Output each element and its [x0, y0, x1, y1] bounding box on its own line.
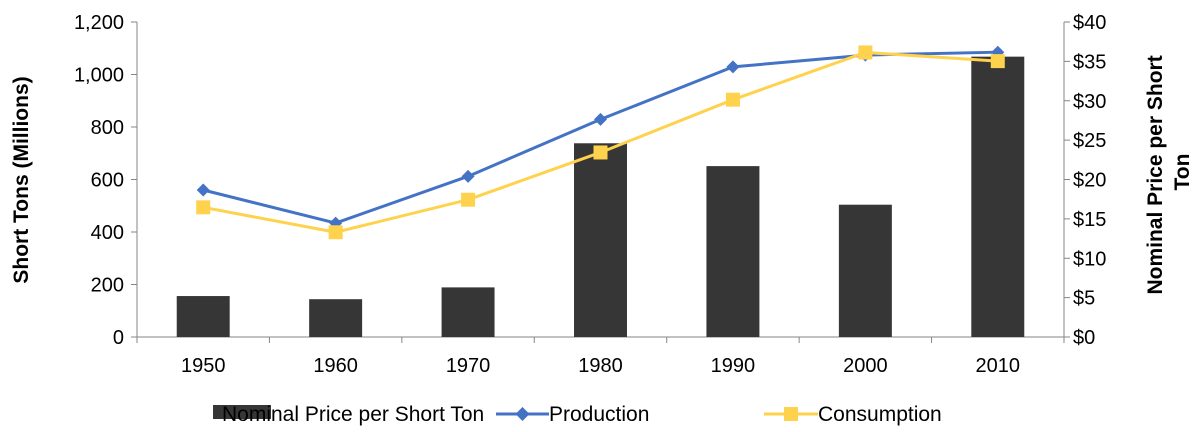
x-axis-tick-label: 1980	[578, 355, 623, 377]
point-consumption	[328, 225, 343, 240]
bar-price	[309, 299, 363, 337]
left-axis-tick-label: 1,200	[74, 12, 124, 34]
x-axis-tick-label: 2010	[976, 355, 1021, 377]
right-axis-tick-label: $30	[1073, 91, 1106, 113]
point-consumption	[858, 45, 873, 60]
x-axis-tick-label: 1950	[181, 355, 226, 377]
x-axis-tick-label: 1990	[711, 355, 756, 377]
tick-labels: 0 200 400 600 800 1,000 1,200 $0 $5 $10 $15 $20 $25 $…	[74, 12, 1106, 377]
point-production	[461, 169, 475, 183]
left-axis-tick-label: 0	[113, 327, 124, 349]
bars	[176, 56, 1025, 338]
point-production	[594, 112, 607, 126]
point-consumption	[990, 54, 1005, 69]
legend-marker-production	[515, 407, 530, 421]
legend-marker-consumption	[784, 407, 798, 421]
right-axis-tick-label: $10	[1073, 248, 1106, 270]
left-axis-tick-label: 400	[91, 222, 124, 244]
x-axis-tick-label: 2000	[843, 355, 888, 377]
x-axis-tick-label: 1970	[446, 355, 491, 377]
right-axis-tick-label: $0	[1073, 327, 1095, 349]
legend: Nominal Price per Short Ton Production C…	[213, 403, 942, 426]
legend-label-price: Nominal Price per Short Ton	[222, 403, 484, 426]
point-production	[196, 183, 210, 197]
legend-label-production: Production	[549, 403, 649, 426]
lines	[196, 45, 1005, 240]
point-consumption	[196, 200, 211, 215]
right-axis-tick-label: $5	[1073, 288, 1095, 310]
legend-swatch-price	[213, 405, 271, 419]
left-axis-tick-label: 200	[91, 275, 124, 297]
point-production	[726, 60, 740, 74]
right-axis-tick-label: $35	[1073, 51, 1106, 73]
bar-price	[971, 56, 1025, 338]
left-axis-tick-label: 600	[91, 170, 124, 192]
bar-price	[574, 143, 627, 337]
right-axis-tick-label: $15	[1073, 209, 1106, 231]
right-axis-title-line-1: Nominal Price per Short	[1144, 55, 1167, 294]
bar-price	[441, 287, 495, 337]
legend-label-consumption: Consumption	[818, 403, 942, 426]
left-axis-tick-label: 800	[91, 117, 124, 139]
right-axis-tick-label: $25	[1073, 130, 1106, 152]
left-axis-title: Short Tons (Millions)	[10, 76, 33, 283]
right-axis-title-line-2: Ton	[1171, 154, 1194, 191]
point-consumption	[725, 92, 740, 107]
x-axis-tick-label: 1960	[313, 355, 358, 377]
point-consumption	[461, 192, 476, 207]
right-axis-tick-label: $40	[1073, 12, 1106, 34]
bar-price	[176, 296, 230, 337]
bar-price	[838, 204, 892, 337]
right-axis-title: Nominal Price per Short Ton	[1144, 49, 1194, 294]
left-axis-tick-label: 1,000	[74, 65, 124, 87]
right-axis-tick-label: $20	[1073, 170, 1106, 192]
point-consumption	[593, 145, 608, 160]
bar-price	[706, 166, 760, 337]
